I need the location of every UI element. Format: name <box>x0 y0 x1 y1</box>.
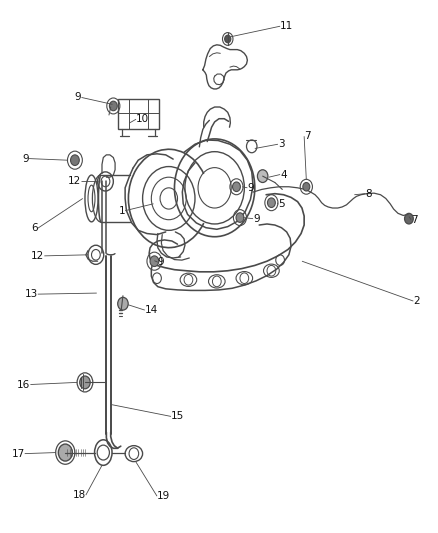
Circle shape <box>233 182 240 191</box>
Text: 15: 15 <box>171 411 184 422</box>
Circle shape <box>405 213 413 224</box>
Text: 9: 9 <box>247 183 254 193</box>
Text: 9: 9 <box>22 154 29 164</box>
Text: 18: 18 <box>73 490 86 500</box>
Text: 9: 9 <box>75 92 81 102</box>
Text: 5: 5 <box>278 199 285 209</box>
Text: 17: 17 <box>11 449 25 458</box>
Circle shape <box>225 35 231 43</box>
Text: 9: 9 <box>158 257 165 267</box>
Text: 19: 19 <box>157 491 170 501</box>
Text: 13: 13 <box>25 289 38 299</box>
Circle shape <box>71 155 79 165</box>
Circle shape <box>236 213 244 222</box>
Text: 3: 3 <box>278 139 285 149</box>
Circle shape <box>80 376 90 389</box>
Circle shape <box>268 198 276 207</box>
Circle shape <box>110 101 117 111</box>
Text: 7: 7 <box>304 131 311 141</box>
Text: 4: 4 <box>280 169 287 180</box>
Circle shape <box>303 182 310 191</box>
Text: 7: 7 <box>411 215 418 225</box>
Text: 12: 12 <box>31 251 44 261</box>
Circle shape <box>58 444 72 461</box>
Text: 16: 16 <box>17 379 30 390</box>
Circle shape <box>150 256 159 266</box>
Text: 8: 8 <box>365 189 372 199</box>
Text: 1: 1 <box>119 206 125 216</box>
Text: 11: 11 <box>280 21 293 31</box>
Text: 9: 9 <box>253 214 260 224</box>
Text: 2: 2 <box>413 296 420 306</box>
Circle shape <box>118 297 128 310</box>
Text: 6: 6 <box>31 223 38 233</box>
Text: 10: 10 <box>136 114 149 124</box>
Text: 14: 14 <box>145 305 158 315</box>
Text: 12: 12 <box>68 176 81 187</box>
Circle shape <box>258 169 268 182</box>
